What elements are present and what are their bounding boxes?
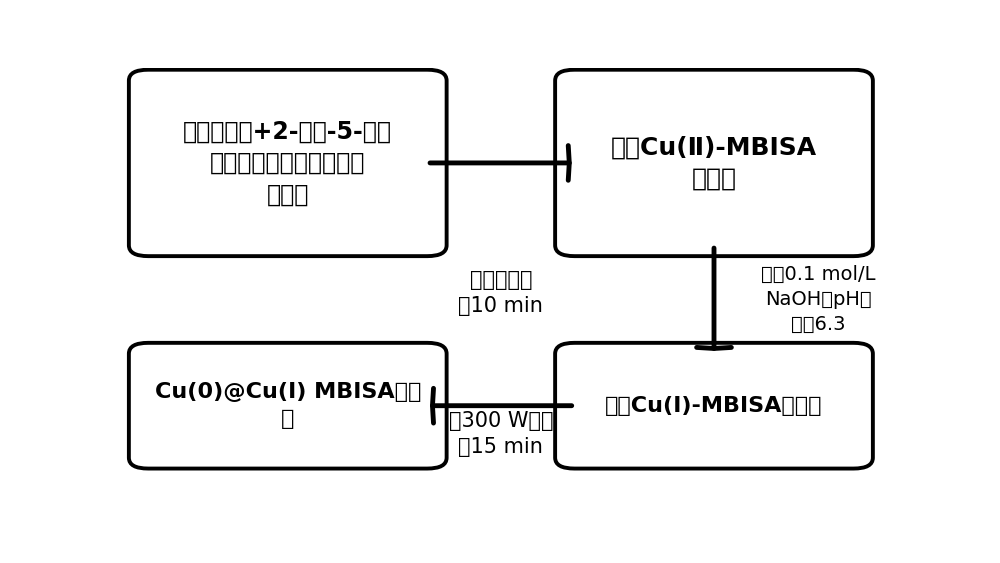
Text: 使用0.1 mol/L
NaOH将pH调
节至6.3: 使用0.1 mol/L NaOH将pH调 节至6.3 <box>761 265 876 334</box>
FancyBboxPatch shape <box>555 343 873 468</box>
Text: 在室温下搅
拌10 min: 在室温下搅 拌10 min <box>458 270 543 316</box>
Text: 形成Cu(Ⅱ)-MBISA
配合物: 形成Cu(Ⅱ)-MBISA 配合物 <box>611 135 817 191</box>
FancyBboxPatch shape <box>129 343 447 468</box>
Text: 形成Cu(Ⅰ)-MBISA配合物: 形成Cu(Ⅰ)-MBISA配合物 <box>605 396 823 415</box>
FancyBboxPatch shape <box>555 70 873 256</box>
Text: 硝酸铜溶液+2-巯基-5-苯并
咪唑磺酸二水合钠盐水溶
液混合: 硝酸铜溶液+2-巯基-5-苯并 咪唑磺酸二水合钠盐水溶 液混合 <box>183 119 392 207</box>
Text: 在300 W下超
声15 min: 在300 W下超 声15 min <box>449 410 553 457</box>
Text: Cu(0)@Cu(Ⅰ) MBISA纳米
簇: Cu(0)@Cu(Ⅰ) MBISA纳米 簇 <box>155 382 421 429</box>
FancyBboxPatch shape <box>129 70 447 256</box>
